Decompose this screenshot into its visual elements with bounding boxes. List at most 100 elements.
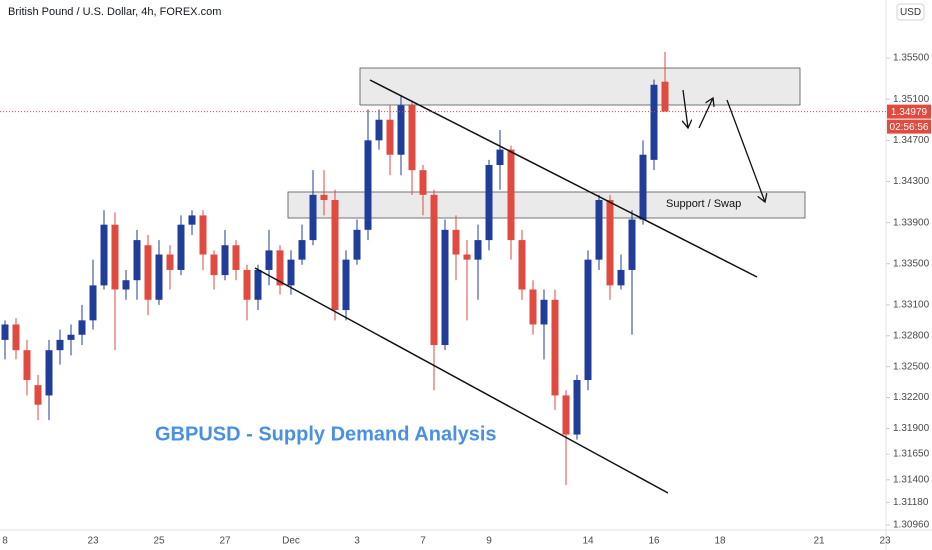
candle-body xyxy=(298,240,306,260)
y-tick-label: 1.31650 xyxy=(893,449,930,460)
axes: 1.35500 1.35100 1.34700 1.34300 1.33900 1.335… xyxy=(0,53,931,547)
candle-body xyxy=(485,165,493,241)
supply-zone xyxy=(359,67,801,106)
y-tick-label: 1.30960 xyxy=(893,520,930,531)
candle-body xyxy=(100,224,108,286)
y-tick-label: 1.32200 xyxy=(893,392,930,403)
support-zone xyxy=(287,191,806,219)
candle-body xyxy=(342,259,350,311)
candle-body xyxy=(12,324,20,351)
candle-body xyxy=(353,229,361,260)
candle-body xyxy=(540,299,548,325)
candle-body xyxy=(23,350,31,381)
candle-body xyxy=(419,170,427,195)
y-tick-label: 1.33500 xyxy=(893,258,930,269)
candle-body xyxy=(56,339,64,351)
zone-label: Support / Swap xyxy=(666,198,741,210)
candle-body xyxy=(639,154,647,220)
candle-body xyxy=(1,324,9,340)
countdown-badge xyxy=(887,119,931,134)
drawings xyxy=(287,67,806,219)
trendlines xyxy=(254,79,765,494)
candle-body xyxy=(188,215,196,225)
x-tick-label: 14 xyxy=(582,536,594,547)
x-tick-label: 7 xyxy=(420,536,426,547)
candle-body xyxy=(562,395,570,435)
candle-body xyxy=(287,259,295,286)
candle-body xyxy=(199,215,207,255)
countdown-label: 02:56:56 xyxy=(890,122,929,133)
arrow xyxy=(683,89,688,128)
candle-body xyxy=(111,224,119,290)
candle-body xyxy=(661,81,669,112)
candle-body xyxy=(529,289,537,325)
symbol-header: British Pound / U.S. Dollar, 4h, FOREX.c… xyxy=(8,6,221,18)
candle-body xyxy=(221,245,229,276)
arrow xyxy=(698,98,713,129)
y-tick-label: 1.34700 xyxy=(893,135,930,146)
y-tick-label: 1.31400 xyxy=(893,474,930,485)
candle-body xyxy=(408,105,416,171)
candle-body xyxy=(122,280,130,290)
x-tick-label: 8 xyxy=(2,536,8,547)
candle-body xyxy=(386,119,394,155)
x-tick-label: 21 xyxy=(813,536,825,547)
candle-body xyxy=(606,199,614,286)
y-tick-label: 1.32500 xyxy=(893,361,930,372)
candle-body xyxy=(551,299,559,396)
candle-body xyxy=(441,229,449,346)
x-tick-label: 25 xyxy=(153,536,165,547)
candle-body xyxy=(496,149,504,166)
x-tick-label: 3 xyxy=(354,536,360,547)
candle-body xyxy=(397,105,405,155)
candle-body xyxy=(628,219,636,270)
candle-body xyxy=(210,254,218,276)
candle-body xyxy=(67,334,75,340)
currency-label: USD xyxy=(900,7,921,18)
candle-body xyxy=(265,250,273,270)
currency-button[interactable] xyxy=(896,3,925,21)
candle-body xyxy=(254,269,262,300)
price-badge-label: 1.34979 xyxy=(891,107,928,118)
x-tick-label: 18 xyxy=(714,536,726,547)
x-tick-label: 23 xyxy=(879,536,891,547)
arrow xyxy=(726,99,765,202)
x-tick-label: 16 xyxy=(648,536,660,547)
candle-body xyxy=(78,320,86,335)
candle-body xyxy=(364,140,372,230)
candle-body xyxy=(573,380,581,435)
candle-body xyxy=(232,245,240,270)
upper-trendline xyxy=(369,79,758,278)
y-tick-label: 1.34300 xyxy=(893,176,930,187)
y-tick-label: 1.35100 xyxy=(893,94,930,105)
candle-body xyxy=(155,254,163,300)
candle-body xyxy=(144,245,152,300)
candle-body xyxy=(243,269,251,300)
candle-body xyxy=(331,199,339,311)
y-tick-label: 1.35500 xyxy=(893,53,930,64)
y-tick-label: 1.31180 xyxy=(893,497,929,508)
candle-body xyxy=(650,84,658,160)
candle-body xyxy=(375,119,383,141)
candle-body xyxy=(595,199,603,260)
y-tick-label: 1.32800 xyxy=(893,330,930,341)
candle-body xyxy=(430,194,438,346)
x-tick-label: 23 xyxy=(87,536,99,547)
candle-body xyxy=(166,254,174,270)
candle-body xyxy=(34,385,42,405)
price-badge xyxy=(887,104,931,119)
x-tick-label: Dec xyxy=(282,536,300,547)
y-tick-label: 1.33100 xyxy=(893,300,930,311)
lower-trendline xyxy=(254,267,669,494)
y-tick-label: 1.33900 xyxy=(893,217,930,228)
candle-body xyxy=(320,194,328,200)
candles xyxy=(1,51,669,485)
candle-body xyxy=(276,250,284,286)
candle-body xyxy=(309,194,317,241)
candle-body xyxy=(463,254,471,260)
candle-body xyxy=(518,240,526,290)
x-tick-label: 9 xyxy=(486,536,492,547)
chart-title: GBPUSD - Supply Demand Analysis xyxy=(155,423,497,445)
candle-body xyxy=(474,240,482,260)
